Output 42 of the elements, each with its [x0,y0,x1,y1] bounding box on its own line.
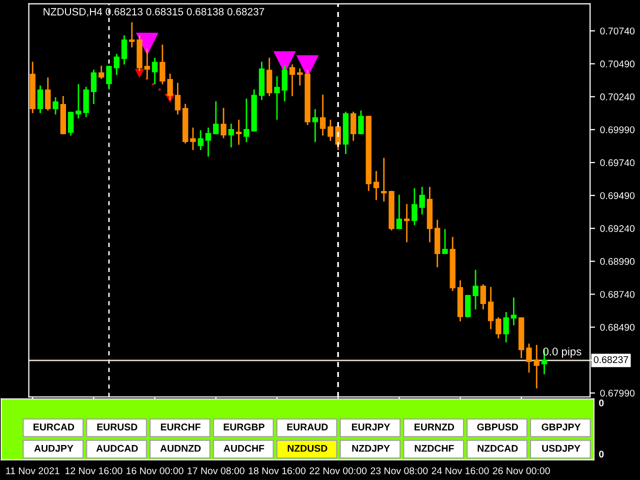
y-tick-label: 0.70240 [600,93,635,100]
text: AUDNZD [160,444,201,452]
y-tick-label: 0.68990 [600,258,635,265]
text: 0 [599,450,604,458]
x-tick-label: 18 Nov 16:00 [248,467,306,474]
text: USDJPY [542,444,580,452]
text: NZDCHF [414,444,454,452]
text: GBPUSD [477,424,518,430]
text: EURJPY [352,424,390,430]
chart-title: NZDUSD,H4 0.68213 0.68315 0.68138 0.68237 [44,8,264,17]
y-tick-label: 0.68490 [600,324,635,331]
y-tick-label: 0.70740 [600,28,635,34]
text: NZDUSD [288,444,328,452]
y-tick-label: 0.69490 [600,192,635,200]
text: AUDCAD [96,444,138,452]
y-tick-label: 0.69740 [600,159,635,166]
text: NZDJPY [352,444,390,452]
x-tick-label: 17 Nov 08:00 [188,467,244,474]
x-tick-label: 12 Nov 16:00 [66,467,122,474]
text: EURCAD [34,424,74,430]
x-tick-label: 22 Nov 00:00 [310,467,367,474]
text: NZDCAD [478,444,518,452]
text: EURAUD [287,424,328,430]
text: GBPJPY [542,424,581,430]
ref-line-label: 0.68237 [594,356,628,364]
y-tick-label: 0.67990 [600,390,635,397]
text: AUDCHF [224,444,264,452]
text: EURGBP [224,424,264,430]
y-tick-label: 0.69240 [600,225,635,232]
y-tick-label: 0.69990 [600,126,635,134]
x-tick-label: 11 Nov 2021 [6,467,60,474]
x-tick-label: 23 Nov 08:00 [370,467,428,474]
y-tick-label: 0.68740 [600,290,635,298]
x-tick-label: 24 Nov 16:00 [432,467,489,474]
text: EURNZD [414,424,454,430]
x-tick-label: 26 Nov 00:00 [492,467,550,474]
text: AUDJPY [34,444,74,452]
text: EURUSD [97,424,138,430]
y-tick-label: 0.70490 [600,60,635,68]
text: 0 [599,399,604,406]
text: EURCHF [160,424,200,430]
x-tick-label: 16 Nov 00:00 [126,467,184,474]
